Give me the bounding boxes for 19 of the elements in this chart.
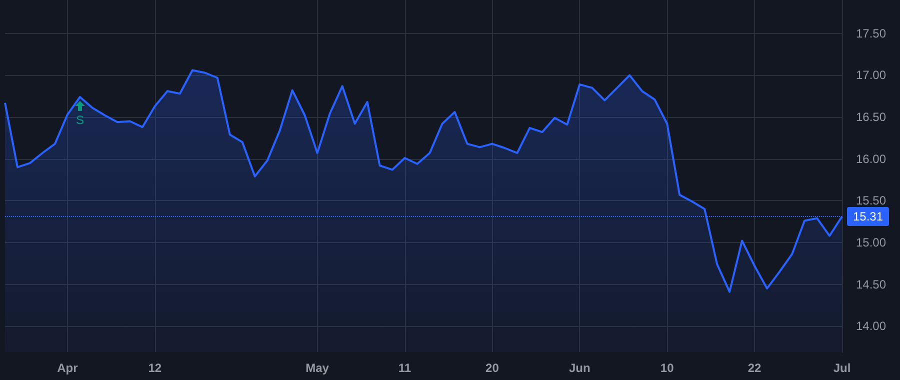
y-tick-label: 15.50: [856, 194, 886, 208]
y-tick-label: 17.00: [856, 68, 886, 82]
annotation: S: [74, 112, 85, 127]
x-tick-label: 22: [748, 361, 762, 375]
x-tick-label: May: [306, 361, 330, 375]
x-tick-label: Jun: [568, 361, 590, 375]
y-tick-label: 16.50: [856, 110, 886, 124]
y-tick-label: 14.00: [856, 319, 886, 334]
x-tick-label: 10: [660, 361, 674, 375]
y-tick-label: 16.00: [856, 152, 886, 166]
x-tick-label: 11: [398, 361, 412, 375]
y-tick-label: 15.00: [856, 235, 886, 250]
y-tick-label: 14.50: [856, 277, 886, 292]
x-tick-label: 12: [148, 361, 162, 375]
y-tick-label: 17.50: [856, 26, 886, 40]
ref-line-label: 15.31: [853, 210, 884, 224]
x-tick-label: 20: [486, 361, 500, 375]
x-tick-label: Apr: [57, 361, 78, 375]
x-tick-label: Jul: [833, 361, 851, 375]
